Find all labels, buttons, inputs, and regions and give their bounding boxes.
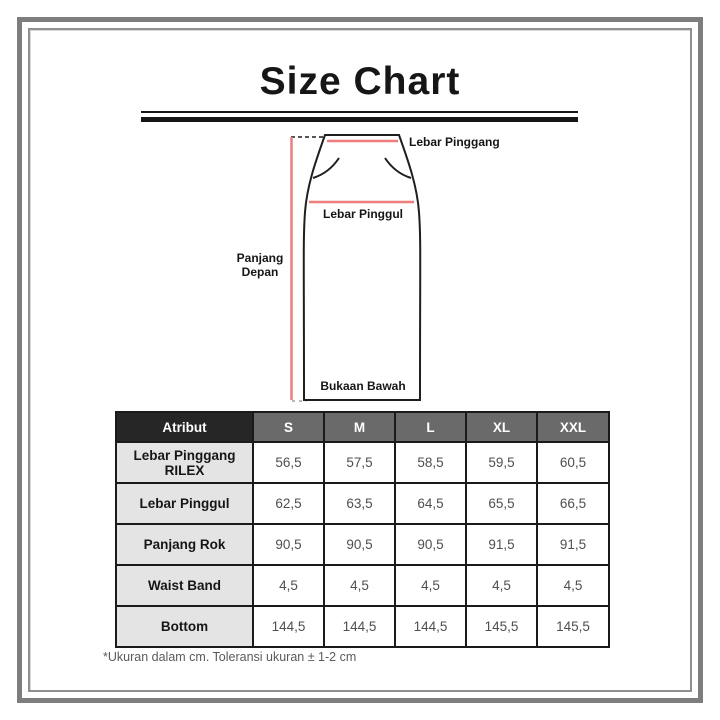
table-cell: 4,5 — [536, 564, 610, 607]
label-front-length: Panjang Depan — [236, 251, 284, 279]
table-row: Waist Band 4,5 4,5 4,5 4,5 4,5 — [115, 564, 610, 607]
label-waist-width: Lebar Pinggang — [409, 135, 500, 149]
table-cell: 90,5 — [394, 523, 467, 566]
row-label: Panjang Rok — [115, 523, 254, 566]
table-row: Lebar Pinggul 62,5 63,5 64,5 65,5 66,5 — [115, 482, 610, 525]
table-cell: 4,5 — [252, 564, 325, 607]
table-cell: 56,5 — [252, 441, 325, 484]
size-table: Atribut S M L XL XXL Lebar Pinggang RILE… — [115, 411, 610, 648]
table-cell: 58,5 — [394, 441, 467, 484]
label-hip-width: Lebar Pinggul — [322, 207, 403, 221]
row-label: Lebar Pinggul — [115, 482, 254, 525]
right-pocket-curve — [384, 157, 412, 179]
row-label: Bottom — [115, 605, 254, 648]
table-cell: 145,5 — [465, 605, 538, 648]
table-cell: 64,5 — [394, 482, 467, 525]
table-row: Lebar Pinggang RILEX 56,5 57,5 58,5 59,5… — [115, 441, 610, 484]
title-divider — [141, 111, 578, 122]
inner-frame-border — [28, 28, 692, 692]
table-row: Bottom 144,5 144,5 144,5 145,5 145,5 — [115, 605, 610, 648]
table-cell: 144,5 — [394, 605, 467, 648]
table-cell: 144,5 — [252, 605, 325, 648]
table-cell: 62,5 — [252, 482, 325, 525]
table-cell: 59,5 — [465, 441, 538, 484]
table-cell: 91,5 — [536, 523, 610, 566]
skirt-drawing — [290, 134, 422, 402]
table-cell: 66,5 — [536, 482, 610, 525]
header-size-s: S — [252, 411, 325, 443]
title-divider-thick-line — [141, 117, 578, 122]
table-cell: 144,5 — [323, 605, 396, 648]
table-cell: 65,5 — [465, 482, 538, 525]
left-pocket-curve — [312, 157, 340, 179]
table-cell: 90,5 — [323, 523, 396, 566]
table-cell: 91,5 — [465, 523, 538, 566]
table-cell: 57,5 — [323, 441, 396, 484]
page-title: Size Chart — [259, 60, 461, 103]
table-cell: 4,5 — [465, 564, 538, 607]
row-label: Waist Band — [115, 564, 254, 607]
row-label: Lebar Pinggang RILEX — [115, 441, 254, 484]
header-size-xl: XL — [465, 411, 538, 443]
table-cell: 4,5 — [394, 564, 467, 607]
table-cell: 145,5 — [536, 605, 610, 648]
skirt-outline — [302, 134, 422, 401]
table-row: Panjang Rok 90,5 90,5 90,5 91,5 91,5 — [115, 523, 610, 566]
table-cell: 4,5 — [323, 564, 396, 607]
table-cell: 63,5 — [323, 482, 396, 525]
outer-frame-border — [17, 17, 703, 703]
table-header-row: Atribut S M L XL XXL — [115, 411, 610, 443]
title-divider-thin-line — [141, 111, 578, 113]
label-bottom-opening: Bukaan Bawah — [320, 379, 406, 393]
header-size-l: L — [394, 411, 467, 443]
table-cell: 60,5 — [536, 441, 610, 484]
header-size-m: M — [323, 411, 396, 443]
header-size-xxl: XXL — [536, 411, 610, 443]
table-cell: 90,5 — [252, 523, 325, 566]
size-tolerance-note: *Ukuran dalam cm. Toleransi ukuran ± 1-2… — [103, 650, 357, 664]
header-atribut: Atribut — [115, 411, 254, 443]
